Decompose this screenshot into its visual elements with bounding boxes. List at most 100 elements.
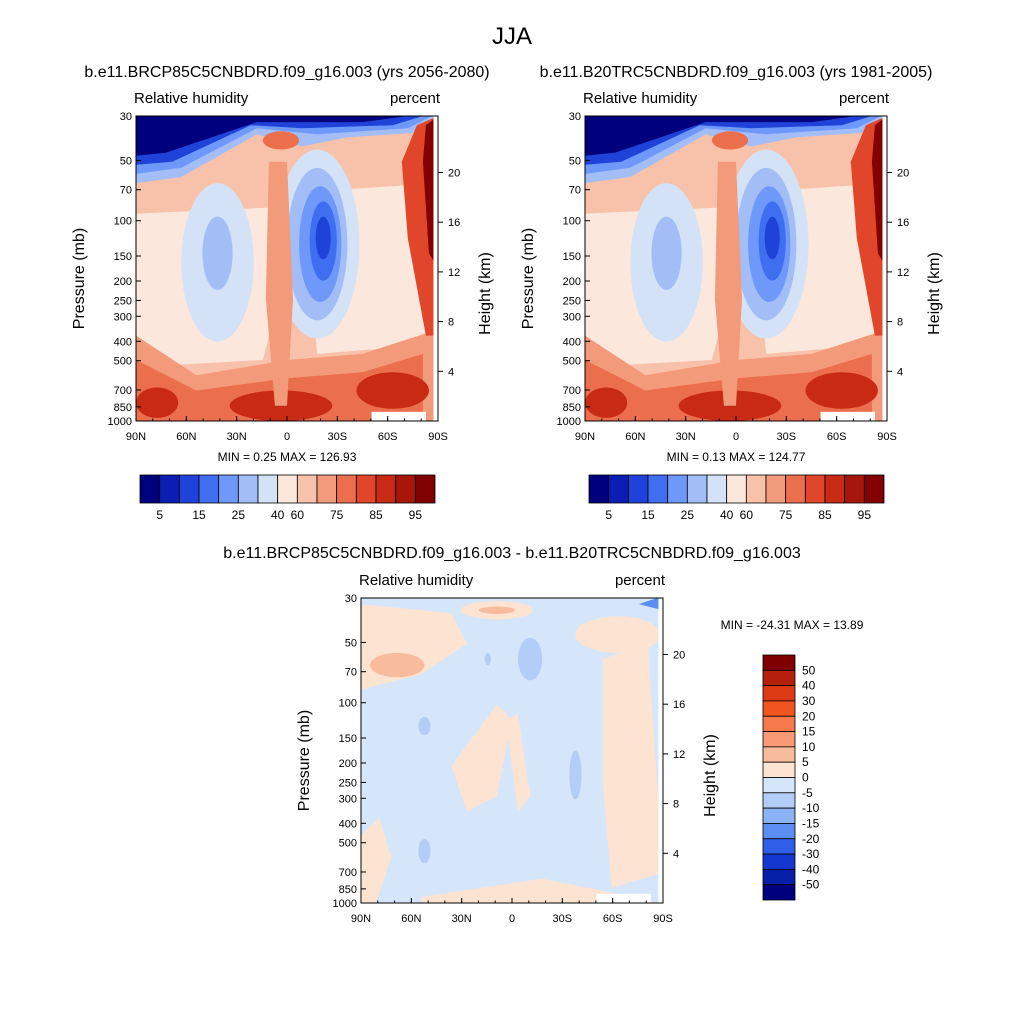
colorbar-swatch bbox=[762, 853, 796, 870]
colorbar-label: 5 bbox=[605, 508, 612, 522]
colorbar-swatch bbox=[608, 474, 629, 504]
field-missing-edge bbox=[882, 116, 887, 421]
colorbar-label: -5 bbox=[802, 786, 813, 800]
colorbar-swatch bbox=[139, 474, 161, 504]
colorbar-label: 5 bbox=[156, 508, 163, 522]
x-tick-label: 90S bbox=[653, 913, 673, 925]
colorbar-label: 20 bbox=[802, 709, 816, 723]
panel-title: b.e11.BRCP85C5CNBDRD.f09_g16.003 (yrs 20… bbox=[84, 64, 489, 81]
colorbar-label: -15 bbox=[802, 816, 820, 830]
colorbar-swatch bbox=[863, 474, 885, 504]
field-arctic-pbl bbox=[136, 387, 179, 418]
field-strat-core bbox=[136, 116, 408, 156]
field-missing bbox=[371, 411, 426, 421]
y-axis-title: Pressure (mb) bbox=[71, 228, 88, 329]
colorbar-swatch bbox=[785, 474, 806, 504]
colorbar-swatch bbox=[762, 868, 796, 886]
min-max-stats: MIN = -24.31 MAX = 13.89 bbox=[721, 618, 864, 632]
contour-field bbox=[136, 116, 438, 421]
colorbar-swatch bbox=[336, 474, 357, 504]
field-missing-edge bbox=[433, 116, 438, 421]
colorbar-swatch bbox=[762, 715, 796, 732]
y2-tick-label: 12 bbox=[673, 749, 685, 761]
field-itcz-col bbox=[265, 161, 293, 406]
y-tick-label: 50 bbox=[345, 637, 357, 649]
colorbar-label: 60 bbox=[740, 508, 754, 522]
y2-tick-label: 12 bbox=[897, 267, 909, 279]
y-tick-label: 1000 bbox=[557, 416, 581, 428]
colorbar-swatch bbox=[762, 777, 796, 794]
y-tick-label: 1000 bbox=[108, 416, 132, 428]
y-tick-label: 1000 bbox=[333, 898, 357, 910]
colorbar-swatch bbox=[706, 474, 728, 504]
colorbar-swatch bbox=[414, 474, 436, 504]
field-missing-edge bbox=[658, 598, 663, 903]
colorbar-swatch bbox=[316, 474, 338, 504]
field-pos-sh bbox=[602, 643, 663, 888]
field-ttl-moist bbox=[262, 131, 300, 150]
field-pos-itcz bbox=[506, 713, 531, 812]
colorbar-label: 25 bbox=[681, 508, 695, 522]
colorbar-swatch bbox=[355, 474, 377, 504]
y-tick-label: 50 bbox=[569, 155, 581, 167]
y-tick-label: 30 bbox=[345, 593, 357, 605]
colorbar-swatch bbox=[277, 474, 298, 504]
colorbar-label: 0 bbox=[802, 771, 809, 785]
units-label: percent bbox=[615, 572, 666, 589]
x-tick-label: 60S bbox=[603, 913, 623, 925]
colorbar-label: 40 bbox=[720, 508, 734, 522]
colorbar-swatch bbox=[762, 838, 796, 855]
y-tick-label: 100 bbox=[114, 216, 132, 228]
field-itcz-col bbox=[714, 161, 742, 406]
colorbar-swatch bbox=[844, 474, 865, 504]
min-max-stats: MIN = 0.25 MAX = 126.93 bbox=[218, 450, 357, 464]
colorbar-label: 50 bbox=[802, 663, 816, 677]
y-tick-label: 100 bbox=[339, 698, 357, 710]
x-tick-label: 0 bbox=[733, 431, 739, 443]
field-strat-core bbox=[585, 116, 857, 156]
x-tick-label: 60S bbox=[827, 431, 847, 443]
x-tick-label: 90N bbox=[575, 431, 595, 443]
colorbar-swatch bbox=[218, 474, 239, 504]
field-arctic-pbl bbox=[585, 387, 628, 418]
chart-panel-1: b.e11.BRCP85C5CNBDRD.f09_g16.003 (yrs 20… bbox=[71, 64, 494, 522]
y2-tick-label: 16 bbox=[448, 217, 460, 229]
colorbar-label: 75 bbox=[779, 508, 793, 522]
y-tick-label: 700 bbox=[114, 385, 132, 397]
colorbar-label: 85 bbox=[818, 508, 832, 522]
y-tick-label: 30 bbox=[120, 111, 132, 123]
colorbar-swatch bbox=[395, 474, 416, 504]
x-tick-label: 60N bbox=[625, 431, 645, 443]
y2-tick-label: 20 bbox=[673, 649, 685, 661]
y-tick-label: 850 bbox=[339, 884, 357, 896]
colorbar-swatch bbox=[667, 474, 688, 504]
colorbar-swatch bbox=[588, 474, 610, 504]
y-tick-label: 250 bbox=[114, 295, 132, 307]
units-label: percent bbox=[390, 90, 441, 107]
field-neg-upper bbox=[518, 637, 543, 681]
figure-title: JJA bbox=[492, 23, 532, 50]
x-tick-label: 30N bbox=[676, 431, 696, 443]
field-missing bbox=[820, 411, 875, 421]
field-pos-pbl bbox=[421, 878, 633, 903]
x-tick-label: 60N bbox=[176, 431, 196, 443]
y-tick-label: 200 bbox=[339, 758, 357, 770]
units-label: percent bbox=[839, 90, 890, 107]
colorbar: 5 15 25 40 60 75 85 95 bbox=[588, 474, 885, 522]
chart-panel-2: b.e11.B20TRC5CNBDRD.f09_g16.003 (yrs 198… bbox=[520, 64, 943, 522]
field-neg-a bbox=[418, 716, 431, 736]
colorbar-swatch bbox=[762, 746, 796, 763]
colorbar-label: 85 bbox=[369, 508, 383, 522]
field-sh-pbl bbox=[805, 372, 878, 409]
field-neg-d bbox=[484, 652, 491, 666]
y-tick-label: 70 bbox=[120, 185, 132, 197]
colorbar-label: 40 bbox=[802, 679, 816, 693]
field-pos-sh-upper bbox=[575, 616, 660, 653]
y2-axis-title: Height (km) bbox=[702, 734, 719, 817]
field-pos-arctic bbox=[361, 817, 392, 903]
y-tick-label: 100 bbox=[563, 216, 581, 228]
colorbar-label: 5 bbox=[802, 755, 809, 769]
colorbar-swatch bbox=[745, 474, 767, 504]
colorbar-label: 15 bbox=[641, 508, 655, 522]
field-dry-nh-core bbox=[202, 216, 233, 290]
